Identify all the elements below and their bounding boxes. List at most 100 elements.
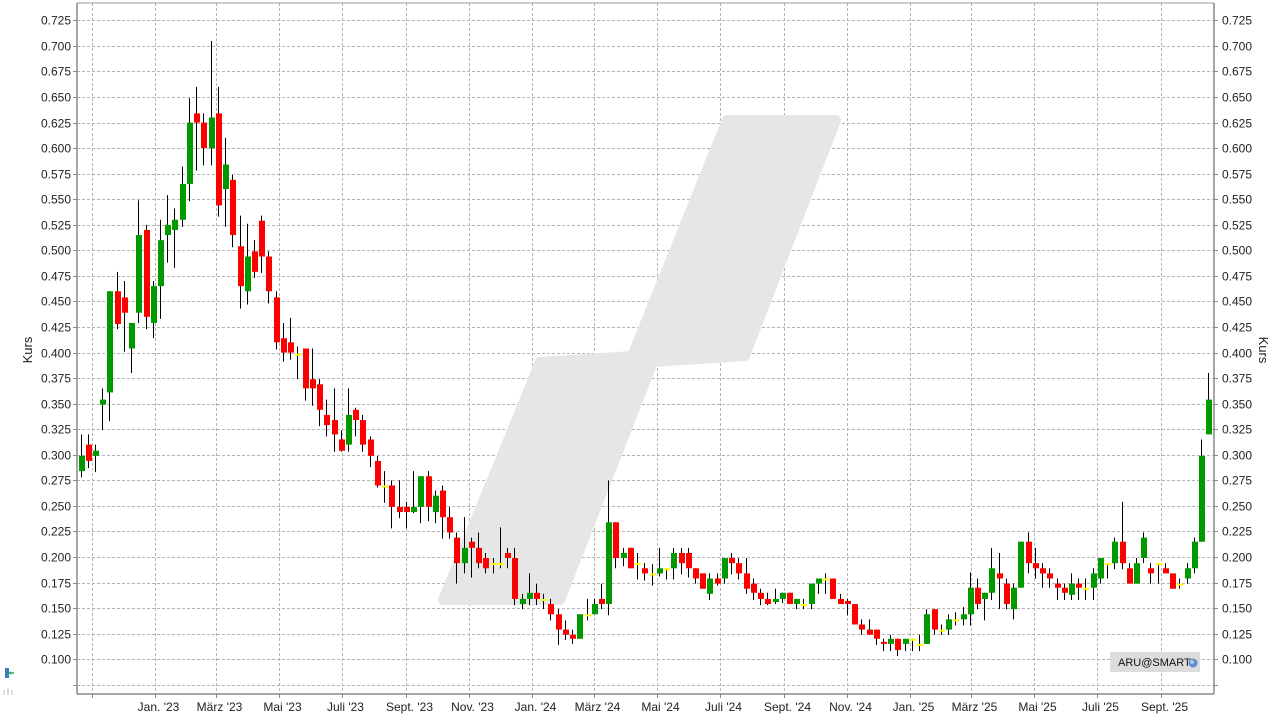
candle	[642, 563, 648, 581]
candle	[989, 547, 995, 600]
candle-body	[621, 552, 627, 559]
candle	[671, 547, 677, 580]
candle-body	[223, 164, 229, 190]
candle	[548, 598, 554, 621]
candle	[1055, 578, 1061, 600]
candle-body	[346, 414, 352, 445]
candle-body	[1076, 583, 1082, 588]
candle	[426, 471, 432, 522]
candle-body	[1098, 558, 1104, 579]
candle	[1026, 532, 1032, 574]
y-tick-label: 0.425	[1222, 321, 1252, 335]
x-tick-label: Mai '25	[1018, 700, 1057, 714]
candle	[1206, 373, 1212, 435]
source-badge[interactable]: ARU@SMART	[1110, 652, 1200, 672]
candle	[295, 346, 301, 380]
candle-body	[736, 563, 742, 574]
candle	[158, 219, 164, 319]
candle	[86, 434, 92, 469]
candle-body	[360, 420, 366, 445]
candle	[961, 607, 967, 626]
candle	[664, 568, 670, 580]
candle	[238, 215, 244, 309]
candle-body	[548, 604, 554, 615]
x-tick-label: Nov. '23	[451, 700, 494, 714]
candle	[606, 480, 612, 616]
candle	[462, 517, 468, 574]
candle-body	[1112, 541, 1118, 564]
candle	[266, 251, 272, 304]
candle-body	[238, 246, 244, 287]
candle-body	[794, 598, 800, 605]
candle-body	[816, 578, 822, 584]
y-tick-label: 0.500	[41, 244, 71, 258]
candle	[816, 578, 822, 594]
candle	[1076, 578, 1082, 600]
candle	[657, 547, 663, 577]
candle	[397, 480, 403, 519]
candle-body	[180, 183, 186, 220]
candle-body	[266, 256, 272, 292]
candle-body	[397, 506, 403, 513]
candle	[541, 593, 547, 610]
candle	[79, 434, 85, 478]
candle-body	[982, 592, 988, 599]
candle	[1018, 541, 1024, 588]
candle-body	[281, 338, 287, 353]
candle	[939, 624, 945, 635]
y-tick-label: 0.650	[41, 91, 71, 105]
candle	[1134, 558, 1140, 584]
candle	[339, 430, 345, 452]
candle-body	[903, 638, 909, 644]
y-tick-label: 0.500	[1222, 244, 1252, 258]
candle	[881, 638, 887, 652]
candle	[838, 593, 844, 605]
candle-body	[165, 224, 171, 236]
y-tick-label: 0.575	[41, 168, 71, 182]
candle-body	[411, 506, 417, 513]
y-tick-label: 0.475	[41, 270, 71, 284]
y-tick-label: 0.600	[41, 142, 71, 156]
y-tick-label: 0.250	[41, 500, 71, 514]
y-tick-label: 0.450	[1222, 295, 1252, 309]
y-tick-label: 0.225	[41, 525, 71, 539]
candle	[469, 537, 475, 578]
candle	[1033, 547, 1039, 579]
candle	[758, 588, 764, 606]
candle	[332, 388, 338, 452]
candle-body	[483, 558, 489, 569]
candle-body	[353, 409, 359, 421]
candle	[686, 547, 692, 578]
candle	[577, 614, 583, 639]
candle	[845, 598, 851, 616]
candle	[136, 200, 142, 323]
candle	[122, 281, 128, 352]
candle-body	[939, 629, 945, 632]
candle	[946, 614, 952, 635]
candle	[722, 558, 728, 584]
candle	[1040, 563, 1046, 588]
candle-body	[1055, 583, 1061, 588]
globe-icon	[1188, 658, 1198, 668]
y-tick-label: 0.300	[41, 449, 71, 463]
candle	[1199, 439, 1205, 542]
candle	[852, 604, 858, 625]
candle-body	[679, 552, 685, 564]
candle	[968, 572, 974, 626]
candle-body	[852, 604, 858, 625]
candle-body	[585, 614, 591, 617]
candle	[867, 619, 873, 635]
candle	[1192, 537, 1198, 574]
candle	[874, 629, 880, 645]
candle	[613, 522, 619, 569]
chart-tool-icon[interactable]	[3, 668, 14, 695]
candle	[454, 532, 460, 584]
candle	[288, 317, 294, 360]
candle-body	[339, 439, 345, 451]
candle	[180, 166, 186, 227]
candle-body	[433, 495, 439, 513]
candle-body	[1127, 568, 1133, 584]
candle	[223, 137, 229, 227]
candle-body	[780, 592, 786, 599]
candle-body	[151, 286, 157, 323]
